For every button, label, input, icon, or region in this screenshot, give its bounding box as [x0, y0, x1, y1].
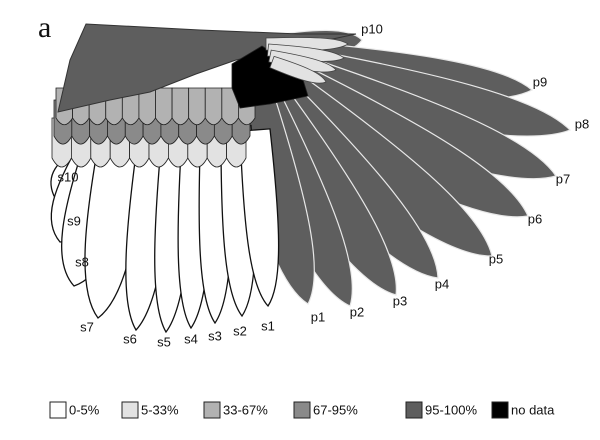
primary-label: p4: [435, 276, 449, 291]
covert: [204, 87, 223, 126]
covert: [171, 87, 190, 126]
primary-label: p8: [575, 116, 589, 131]
legend-swatch: [121, 401, 139, 419]
covert: [155, 87, 173, 126]
secondary-label: s7: [80, 319, 94, 334]
feather-labels: p1 p2 p3 p4 p5 p6 p7 p8 p9 p10 s1 s2 s3 s4 s5 s6 s7 s8 s9 s…: [58, 21, 590, 349]
feather: [239, 128, 280, 308]
primary-label: p5: [489, 251, 503, 266]
covert: [188, 87, 206, 126]
secondary-label: s1: [261, 318, 275, 333]
panel-label: a: [38, 11, 51, 44]
secondary-label: s10: [58, 169, 79, 184]
primary-label: p10: [361, 21, 383, 36]
legend-label: 0-5%: [69, 402, 100, 417]
legend-label: 95-100%: [425, 402, 477, 417]
primary-label: p2: [350, 304, 364, 319]
primary-label: p1: [311, 309, 325, 324]
legend-label: 67-95%: [313, 402, 358, 417]
secondary-label: s8: [75, 254, 89, 269]
legend-label: no data: [511, 402, 555, 417]
legend-swatch: [49, 401, 67, 419]
legend: 0-5% 5-33% 33-67% 67-95% 95-100% no data: [49, 401, 555, 419]
feather: [269, 55, 327, 84]
legend-label: 33-67%: [223, 402, 268, 417]
secondary-label: s4: [184, 331, 198, 346]
wing-drawing: [50, 23, 572, 334]
primary-label: p6: [528, 211, 542, 226]
primary-label: p9: [533, 74, 547, 89]
secondary-label: s3: [208, 328, 222, 343]
legend-swatch: [491, 401, 509, 419]
legend-swatch: [293, 401, 311, 419]
primary-label: p7: [556, 171, 570, 186]
legend-label: 5-33%: [141, 402, 179, 417]
secondary-label: s5: [157, 334, 171, 349]
secondary-label: s9: [67, 213, 81, 228]
primary-label: p3: [393, 293, 407, 308]
legend-swatch: [203, 401, 221, 419]
legend-swatch: [405, 401, 423, 419]
secondary-label: s2: [233, 323, 247, 338]
secondary-label: s6: [123, 331, 137, 346]
